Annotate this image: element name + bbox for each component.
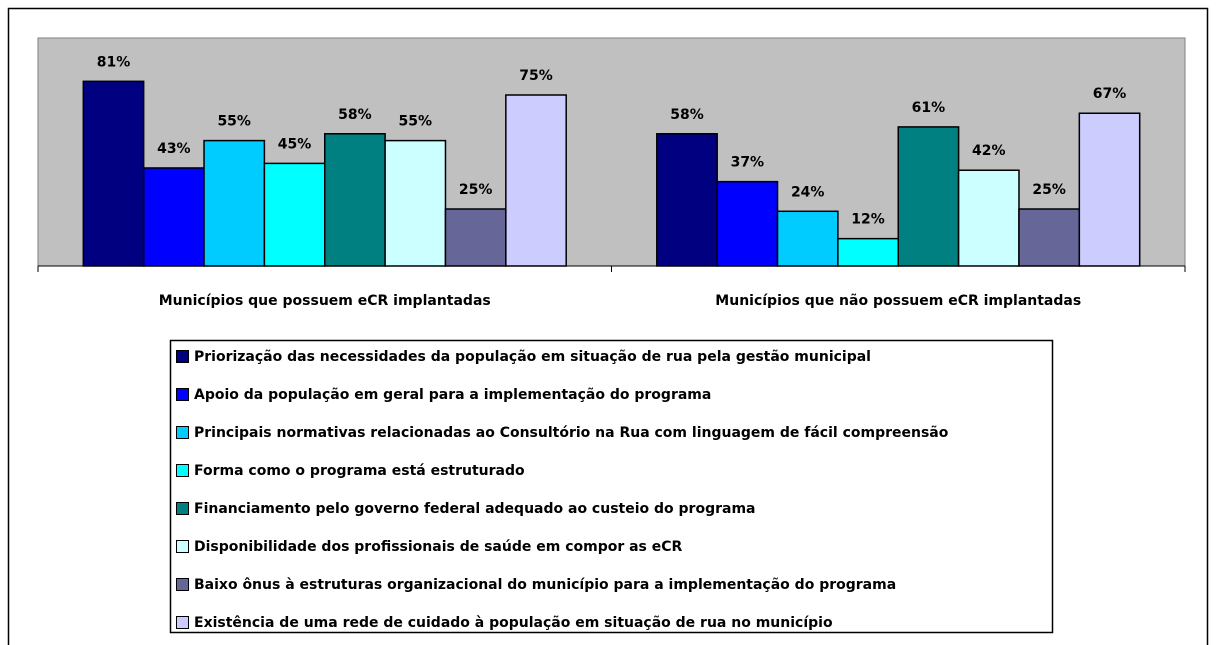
bar xyxy=(203,139,266,267)
bar xyxy=(1018,208,1081,267)
bar xyxy=(837,237,899,267)
bar xyxy=(384,139,447,267)
bar xyxy=(324,133,386,267)
legend-label: Principais normativas relacionadas ao Co… xyxy=(194,425,949,441)
legend-label: Baixo ônus à estruturas organizacional d… xyxy=(194,577,896,593)
legend-swatch xyxy=(176,464,189,477)
bar xyxy=(444,208,507,267)
data-label: 45% xyxy=(278,136,312,152)
data-label: 75% xyxy=(519,68,553,84)
data-label: 55% xyxy=(217,114,251,130)
data-label: 37% xyxy=(731,155,765,171)
bar xyxy=(656,133,718,267)
data-label: 25% xyxy=(459,182,493,198)
legend-swatch xyxy=(176,540,189,553)
data-label: 61% xyxy=(912,100,946,116)
data-label: 81% xyxy=(97,54,131,70)
legend-label: Disponibilidade dos profissionais de saú… xyxy=(194,539,683,555)
data-label: 25% xyxy=(1032,182,1066,198)
data-label: 24% xyxy=(791,184,825,200)
bar xyxy=(263,162,326,267)
bar xyxy=(505,94,567,267)
data-label: 12% xyxy=(851,212,885,228)
bar xyxy=(142,167,205,267)
bar xyxy=(1078,112,1141,267)
legend-swatch xyxy=(176,578,189,591)
data-label: 55% xyxy=(399,114,433,130)
data-label: 58% xyxy=(338,107,372,123)
bar xyxy=(82,80,145,267)
legend-label: Financiamento pelo governo federal adequ… xyxy=(194,501,755,517)
bar xyxy=(776,210,839,267)
legend-swatch xyxy=(176,616,189,629)
legend-swatch xyxy=(176,502,189,515)
x-tick-label: Municípios que possuem eCR implantadas xyxy=(159,293,491,309)
frame xyxy=(7,7,1209,645)
legend-label: Existência de uma rede de cuidado à popu… xyxy=(194,615,833,631)
data-label: 58% xyxy=(670,107,704,123)
bar xyxy=(716,180,779,267)
legend-swatch xyxy=(176,388,189,401)
data-label: 42% xyxy=(972,143,1006,159)
legend-label: Forma como o programa está estruturado xyxy=(194,463,525,479)
legend xyxy=(169,339,1054,634)
legend-swatch xyxy=(176,426,189,439)
data-label: 67% xyxy=(1093,86,1127,102)
legend-label: Apoio da população em geral para a imple… xyxy=(194,387,711,403)
bar xyxy=(957,169,1020,267)
bar xyxy=(897,126,960,267)
legend-swatch xyxy=(176,350,189,363)
x-tick-label: Municípios que não possuem eCR implantad… xyxy=(715,293,1081,309)
legend-label: Priorização das necessidades da populaçã… xyxy=(194,349,871,365)
data-label: 43% xyxy=(157,141,191,157)
